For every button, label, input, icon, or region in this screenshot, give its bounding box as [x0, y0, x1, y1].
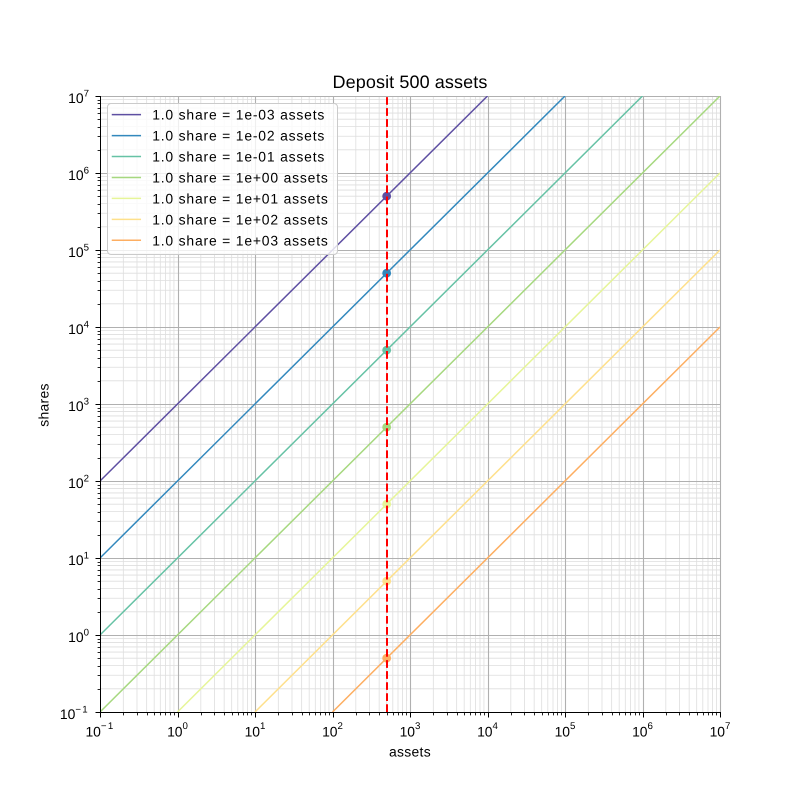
svg-text:Deposit 500 assets: Deposit 500 assets: [333, 72, 488, 92]
svg-text:1.0 share = 1e+02 assets: 1.0 share = 1e+02 assets: [152, 211, 328, 227]
svg-text:1.0 share = 1e-02 assets: 1.0 share = 1e-02 assets: [152, 128, 325, 144]
svg-text:assets: assets: [389, 744, 431, 760]
svg-text:1.0 share = 1e-01 assets: 1.0 share = 1e-01 assets: [152, 149, 325, 165]
svg-text:1.0 share = 1e-03 assets: 1.0 share = 1e-03 assets: [152, 107, 325, 123]
svg-text:1.0 share = 1e+01 assets: 1.0 share = 1e+01 assets: [152, 190, 328, 206]
svg-text:1.0 share = 1e+03 assets: 1.0 share = 1e+03 assets: [152, 232, 328, 248]
svg-text:1.0 share = 1e+00 assets: 1.0 share = 1e+00 assets: [152, 170, 328, 186]
svg-text:shares: shares: [35, 383, 51, 427]
